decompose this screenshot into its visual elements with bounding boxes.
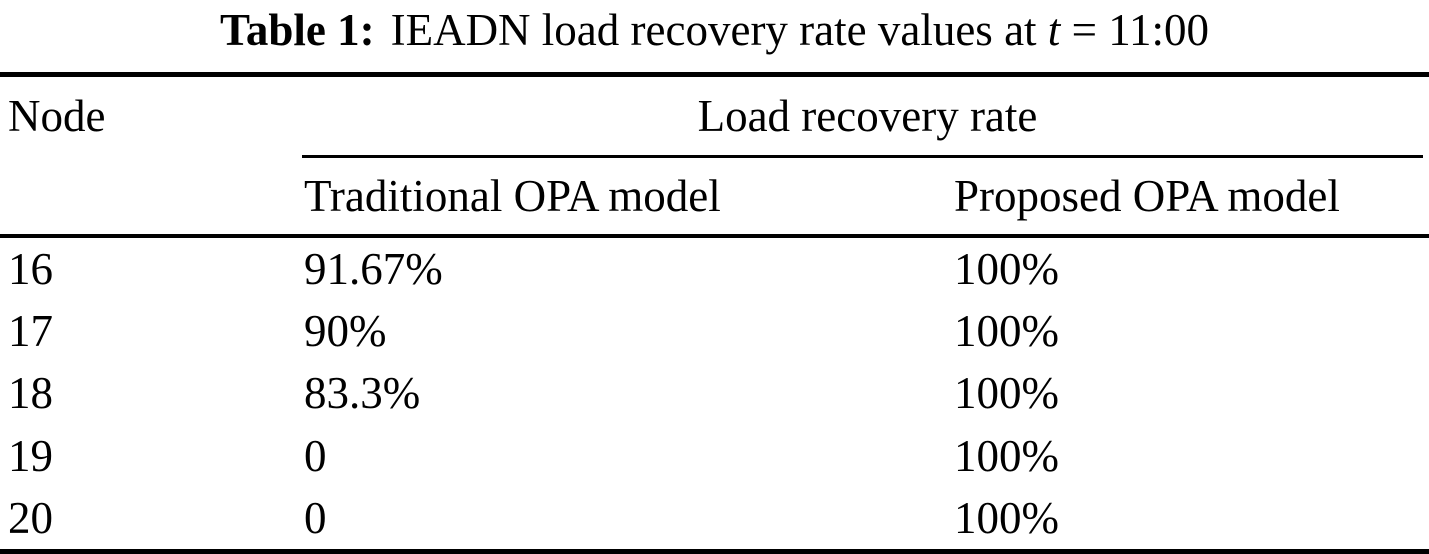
table-header: Node Load recovery rate Traditional OPA … (0, 77, 1429, 234)
cell-node: 19 (8, 430, 53, 481)
table-body: 16 91.67% 100% 17 90% 100% 18 83.3% 100%… (0, 238, 1429, 549)
caption-time-value: = 11:00 (1071, 5, 1210, 55)
table-header-rule (0, 234, 1429, 238)
cell-proposed: 100% (954, 244, 1059, 295)
header-empty-cell (0, 158, 296, 234)
table-top-rule (0, 72, 1429, 77)
header-node: Node (8, 91, 106, 141)
cell-traditional: 91.67% (304, 244, 443, 295)
group-underline-rule (302, 155, 1423, 158)
cell-traditional: 0 (304, 492, 327, 543)
cell-traditional: 90% (304, 306, 387, 357)
cell-proposed: 100% (954, 430, 1059, 481)
cell-proposed: 100% (954, 368, 1059, 419)
table-bottom-rule (0, 549, 1429, 554)
cell-proposed: 100% (954, 306, 1059, 357)
caption-label: Table 1: (219, 5, 375, 55)
cell-traditional: 0 (304, 430, 327, 481)
cell-proposed: 100% (954, 492, 1059, 543)
cell-node: 20 (8, 492, 53, 543)
header-traditional-opa: Traditional OPA model (304, 171, 721, 221)
header-group-load-recovery-rate: Load recovery rate (697, 91, 1038, 141)
cell-node: 18 (8, 368, 53, 419)
table-caption: Table 1: IEADN load recovery rate values… (0, 0, 1429, 72)
cell-traditional: 83.3% (304, 368, 421, 419)
header-proposed-opa: Proposed OPA model (954, 171, 1340, 221)
cell-node: 16 (8, 244, 53, 295)
cell-node: 17 (8, 306, 53, 357)
caption-variable: t (1047, 5, 1061, 55)
caption-text: IEADN load recovery rate values at (390, 5, 1037, 55)
